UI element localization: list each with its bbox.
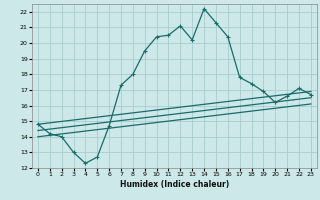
- X-axis label: Humidex (Indice chaleur): Humidex (Indice chaleur): [120, 180, 229, 189]
